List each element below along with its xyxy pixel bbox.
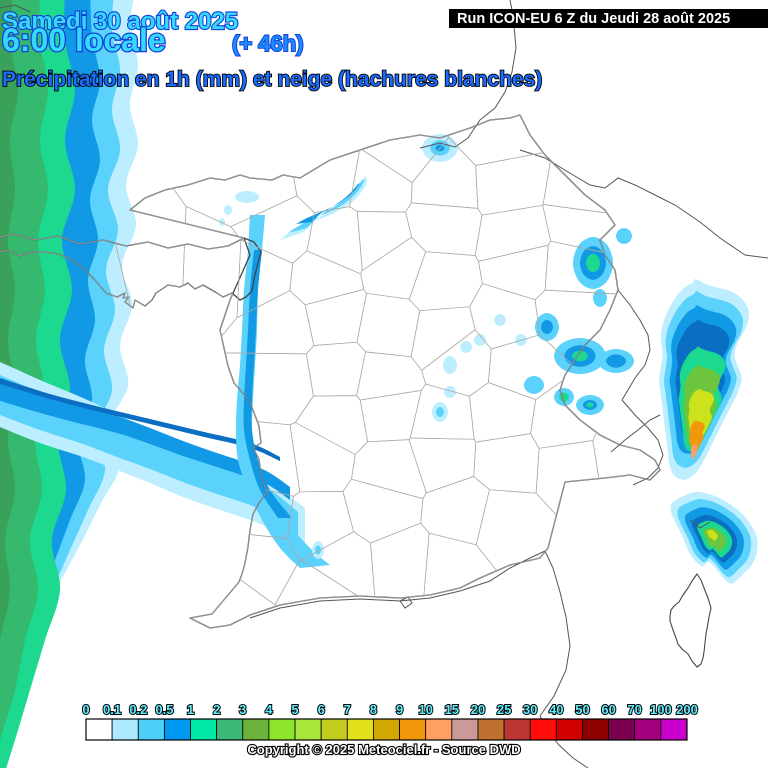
- svg-text:8: 8: [370, 702, 377, 717]
- svg-text:Précipitation en 1h (mm) et ne: Précipitation en 1h (mm) et neige (hachu…: [2, 68, 542, 91]
- svg-text:Copyright © 2025 Meteociel.fr: Copyright © 2025 Meteociel.fr - Source D…: [247, 742, 520, 757]
- svg-text:4: 4: [265, 702, 273, 717]
- svg-text:2: 2: [213, 702, 220, 717]
- svg-text:0: 0: [82, 702, 89, 717]
- svg-text:50: 50: [575, 702, 589, 717]
- svg-text:25: 25: [497, 702, 511, 717]
- svg-text:9: 9: [396, 702, 403, 717]
- svg-text:1: 1: [187, 702, 194, 717]
- svg-text:5: 5: [291, 702, 298, 717]
- svg-text:40: 40: [549, 702, 563, 717]
- svg-text:7: 7: [344, 702, 351, 717]
- svg-text:60: 60: [601, 702, 615, 717]
- svg-text:0.1: 0.1: [103, 702, 121, 717]
- svg-text:200: 200: [676, 702, 698, 717]
- svg-text:(+ 46h): (+ 46h): [232, 31, 304, 56]
- svg-text:Run ICON-EU 6 Z du Jeudi 28 ao: Run ICON-EU 6 Z du Jeudi 28 août 2025: [457, 11, 730, 27]
- svg-text:3: 3: [239, 702, 246, 717]
- svg-text:30: 30: [523, 702, 537, 717]
- svg-text:0.2: 0.2: [129, 702, 147, 717]
- svg-text:6: 6: [318, 702, 325, 717]
- svg-text:0.5: 0.5: [155, 702, 173, 717]
- svg-text:70: 70: [627, 702, 641, 717]
- svg-text:6:00 locale: 6:00 locale: [2, 22, 166, 58]
- svg-text:15: 15: [445, 702, 459, 717]
- svg-text:20: 20: [471, 702, 485, 717]
- svg-text:100: 100: [650, 702, 672, 717]
- svg-text:10: 10: [418, 702, 432, 717]
